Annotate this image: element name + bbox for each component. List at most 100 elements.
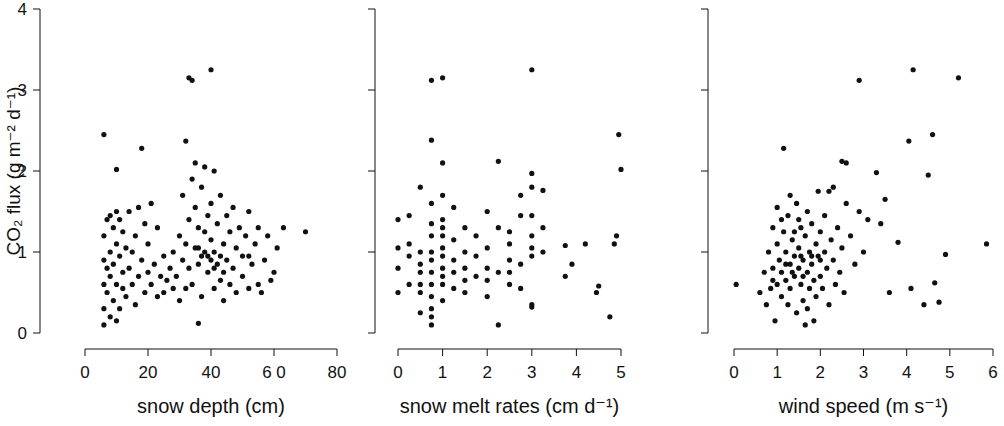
point xyxy=(807,286,812,291)
point xyxy=(844,201,849,206)
x-tick xyxy=(993,349,994,356)
x-tick xyxy=(531,349,532,356)
point xyxy=(183,241,188,246)
point xyxy=(775,241,780,246)
x-tick-label: 4 xyxy=(902,363,911,382)
point xyxy=(839,159,844,164)
point xyxy=(202,164,207,169)
point xyxy=(775,205,780,210)
point xyxy=(281,225,286,230)
y-tick xyxy=(701,171,708,172)
point xyxy=(770,278,775,283)
point xyxy=(167,266,172,271)
point xyxy=(781,146,786,151)
point xyxy=(120,270,125,275)
point xyxy=(563,274,568,279)
point xyxy=(529,213,534,218)
point xyxy=(895,240,900,245)
point xyxy=(130,282,135,287)
x-tick xyxy=(863,349,864,356)
point xyxy=(208,237,213,242)
point xyxy=(183,138,188,143)
point xyxy=(212,168,217,173)
x-tick xyxy=(576,349,577,356)
point xyxy=(418,185,423,190)
point xyxy=(196,262,201,267)
point xyxy=(936,300,941,305)
point xyxy=(161,253,166,258)
point xyxy=(462,290,467,295)
point xyxy=(114,241,119,246)
point xyxy=(440,245,445,250)
x-tick-label: 1 xyxy=(772,363,781,382)
point xyxy=(796,266,801,271)
points xyxy=(734,67,990,327)
x-tick xyxy=(337,349,338,356)
y-tick xyxy=(33,90,40,91)
y-tick xyxy=(368,9,375,10)
point xyxy=(798,253,803,258)
point xyxy=(485,266,490,271)
point xyxy=(618,167,623,172)
point xyxy=(451,237,456,242)
point xyxy=(794,310,799,315)
point xyxy=(874,170,879,175)
point xyxy=(224,213,229,218)
point xyxy=(829,237,834,242)
x-tick xyxy=(274,349,275,356)
point xyxy=(101,258,106,263)
y-tick xyxy=(368,171,375,172)
point xyxy=(199,294,204,299)
y-tick xyxy=(33,9,40,10)
point xyxy=(800,298,805,303)
point xyxy=(240,253,245,258)
point xyxy=(878,221,883,226)
point xyxy=(429,294,434,299)
point xyxy=(104,290,109,295)
point xyxy=(813,294,818,299)
y-axis-title: CO₂ flux (g m⁻² d⁻¹) xyxy=(3,87,24,256)
point xyxy=(775,282,780,287)
point xyxy=(485,209,490,214)
point xyxy=(768,286,773,291)
point xyxy=(607,314,612,319)
point xyxy=(473,274,478,279)
point xyxy=(114,318,119,323)
point xyxy=(529,302,534,307)
point xyxy=(155,225,160,230)
point xyxy=(783,278,788,283)
point xyxy=(824,266,829,271)
y-tick-label: 0 xyxy=(18,324,27,343)
point xyxy=(921,302,926,307)
point xyxy=(418,310,423,315)
point xyxy=(212,286,217,291)
point xyxy=(429,233,434,238)
point xyxy=(865,217,870,222)
point xyxy=(114,167,119,172)
point xyxy=(540,225,545,230)
point xyxy=(123,245,128,250)
point xyxy=(822,213,827,218)
point xyxy=(440,266,445,271)
point xyxy=(518,213,523,218)
point xyxy=(190,282,195,287)
point xyxy=(473,233,478,238)
x-tick-label: 80 xyxy=(328,363,347,382)
point xyxy=(800,274,805,279)
point xyxy=(861,249,866,254)
point xyxy=(507,229,512,234)
point xyxy=(785,213,790,218)
point xyxy=(788,193,793,198)
point xyxy=(155,294,160,299)
point xyxy=(496,270,501,275)
point xyxy=(790,237,795,242)
point xyxy=(440,75,445,80)
point xyxy=(161,290,166,295)
point xyxy=(805,270,810,275)
point xyxy=(418,290,423,295)
x-tick xyxy=(734,349,735,356)
point xyxy=(117,306,122,311)
y-tick xyxy=(368,90,375,91)
point xyxy=(227,229,232,234)
point xyxy=(199,185,204,190)
